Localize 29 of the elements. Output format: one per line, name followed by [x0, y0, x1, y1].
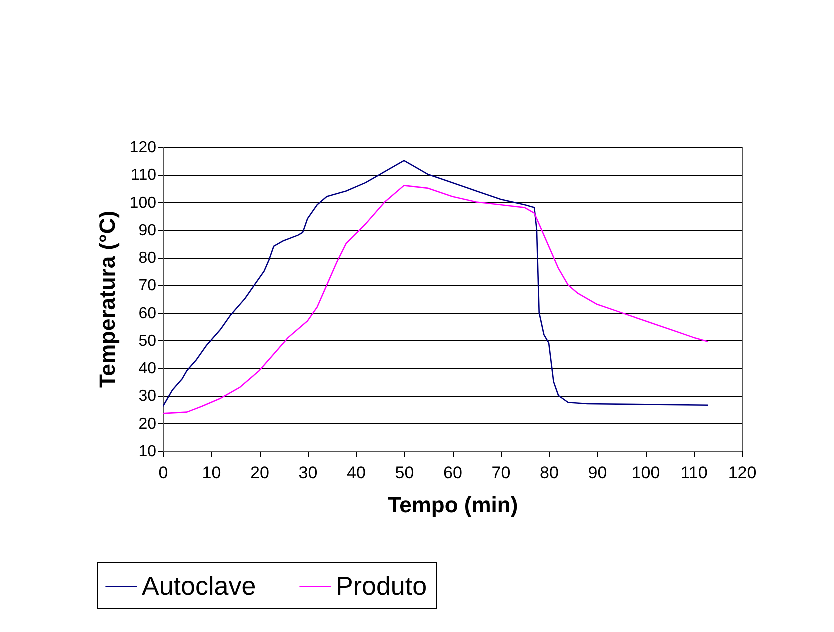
- y-tick-label: 60: [138, 305, 157, 322]
- y-tick-label: 30: [138, 388, 157, 406]
- x-tick-label: 0: [158, 464, 168, 482]
- x-axis-title: Tempo (min): [388, 492, 518, 518]
- y-tick-label: 80: [138, 250, 157, 268]
- x-tick-label: 50: [395, 464, 414, 482]
- x-tick-label: 100: [632, 464, 660, 482]
- y-tick-label: 50: [138, 332, 157, 350]
- x-tick-label: 120: [728, 464, 757, 482]
- y-tick-label: 70: [138, 278, 157, 295]
- x-tick-label: 40: [347, 464, 366, 482]
- y-axis-title: Temperatura (°C): [94, 210, 120, 388]
- y-tick-label: 20: [138, 416, 157, 433]
- y-tick-label: 120: [130, 140, 157, 156]
- y-tick-label: 90: [138, 222, 157, 240]
- x-tick-label: 70: [492, 464, 511, 482]
- x-tick-label: 30: [298, 464, 318, 482]
- x-tick-label: 20: [250, 464, 270, 482]
- x-tick-label: 80: [540, 464, 559, 482]
- x-tick-label: 10: [202, 464, 222, 482]
- legend-label: Produto: [336, 570, 428, 601]
- x-tick-label: 60: [444, 464, 462, 482]
- x-tick-label: 90: [588, 464, 608, 482]
- legend-label: Autoclave: [142, 570, 256, 601]
- y-tick-label: 100: [130, 194, 157, 212]
- y-tick-label: 110: [130, 167, 157, 184]
- y-tick-label: 10: [138, 444, 157, 460]
- y-tick-label: 40: [138, 360, 157, 378]
- x-tick-label: 110: [680, 464, 708, 482]
